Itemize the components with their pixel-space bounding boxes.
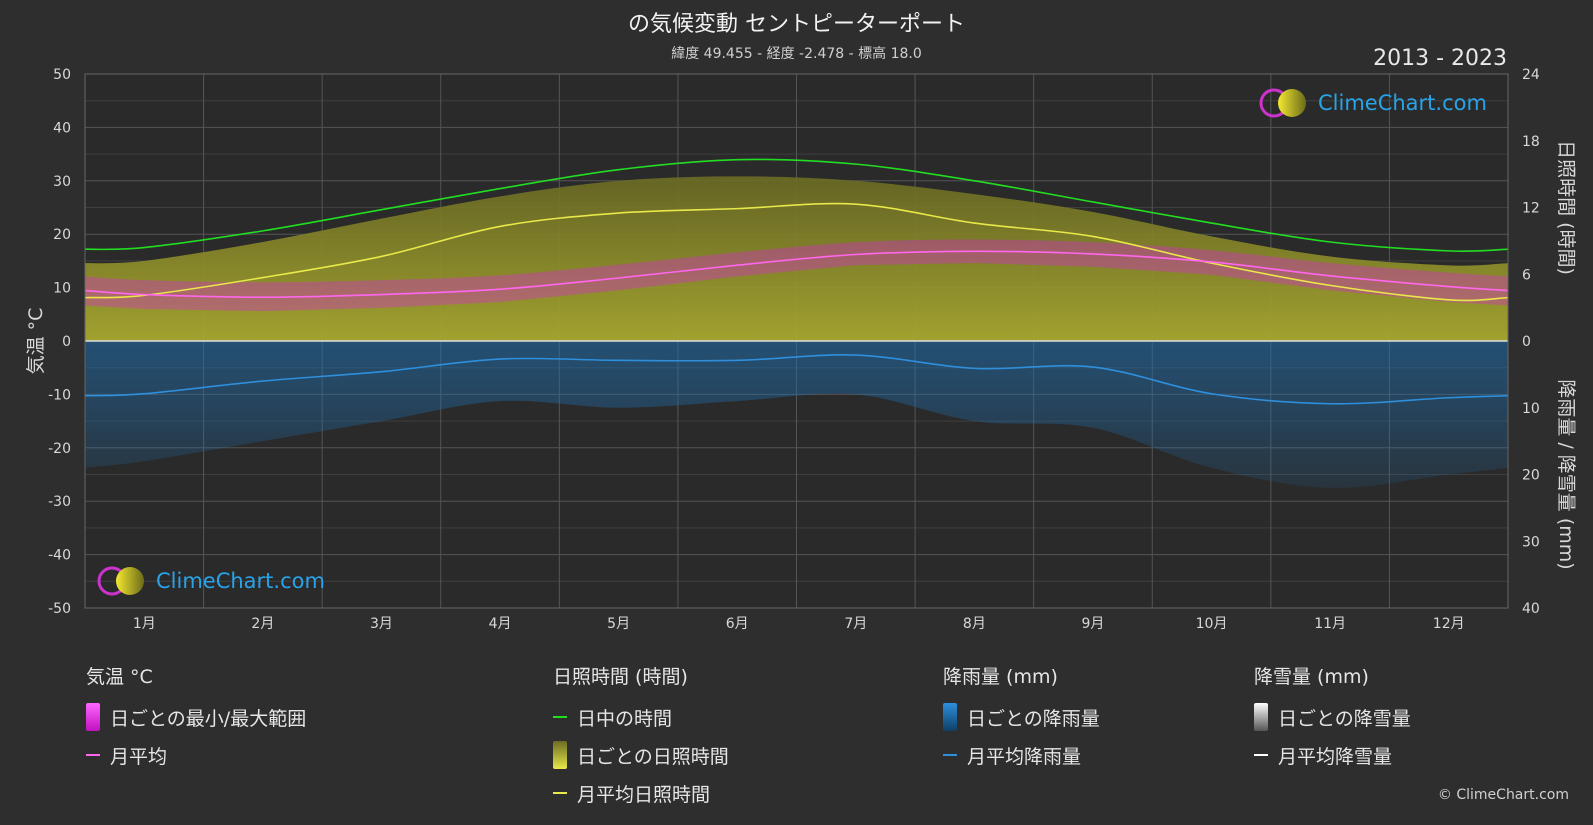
- axes: 50 40 30 20 10 0 -10 -20 -30 -40 -50 24 18 12 6 0 10 20 30…: [25, 67, 1577, 632]
- temp-range-swatch: [86, 703, 100, 731]
- legend-item: 月平均日照時間: [553, 774, 729, 812]
- data-lines: [84, 158, 1509, 405]
- y-tick-label-right-bottom: 10: [1522, 401, 1540, 417]
- y-tick-label-right-top: 0: [1522, 334, 1531, 350]
- y-tick-label-right-bottom: 40: [1522, 601, 1540, 617]
- rain-daily-swatch: [943, 703, 957, 731]
- x-tick-label: 2月: [251, 616, 274, 632]
- legend-rain: 降雨量 (mm) 日ごとの降雨量 月平均降雨量: [943, 662, 1100, 774]
- legend-item: 月平均降雪量: [1254, 736, 1411, 774]
- legend-label: 月平均日照時間: [577, 783, 711, 806]
- logo-text: ClimeChart.com: [156, 569, 325, 593]
- legend-label: 日中の時間: [577, 707, 673, 730]
- daylight-line: [84, 158, 1509, 252]
- y-tick-label-left: -50: [48, 601, 71, 617]
- logo-top: ClimeChart.com: [1258, 86, 1487, 120]
- sunshine-daily-swatch: [553, 741, 567, 769]
- copyright: © ClimeChart.com: [1437, 787, 1569, 803]
- chart-subtitle: 緯度 49.455 - 経度 -2.478 - 標高 18.0: [671, 46, 922, 62]
- y-tick-label-right-top: 6: [1522, 267, 1531, 283]
- legend-temperature: 気温 °C 日ごとの最小/最大範囲 月平均: [86, 662, 306, 774]
- legend-title: 気温 °C: [86, 666, 153, 688]
- legend-item: 日中の時間: [553, 698, 729, 736]
- x-tick-label: 5月: [607, 616, 630, 632]
- snow-daily-swatch: [1254, 703, 1268, 731]
- x-tick-label: 9月: [1081, 616, 1104, 632]
- legend-label: 月平均降雨量: [967, 745, 1082, 768]
- legend-item: 日ごとの降雨量: [943, 698, 1100, 736]
- legend-title: 降雨量 (mm): [943, 666, 1058, 688]
- y-tick-label-right-top: 24: [1522, 67, 1540, 83]
- y-tick-label-left: 0: [62, 334, 71, 350]
- y-tick-label-left: -30: [48, 494, 71, 510]
- legend-title: 日照時間 (時間): [553, 666, 688, 688]
- sunshine-mean-line: [84, 202, 1509, 302]
- legend-label: 日ごとの降雪量: [1278, 707, 1411, 730]
- legend-label: 日ごとの最小/最大範囲: [110, 707, 307, 730]
- y-tick-label-left: 40: [53, 120, 71, 136]
- y-axis-title-left: 気温 °C: [25, 308, 47, 375]
- legend-item: 日ごとの最小/最大範囲: [86, 698, 306, 736]
- y-tick-label-left: 10: [53, 281, 71, 297]
- x-tick-label: 1月: [133, 616, 156, 632]
- year-range: 2013 - 2023: [1373, 46, 1507, 71]
- y-tick-label-right-top: 18: [1522, 134, 1540, 150]
- x-tick-label: 6月: [726, 616, 749, 632]
- y-tick-label-right-bottom: 20: [1522, 468, 1540, 484]
- legend-sunshine: 日照時間 (時間) 日中の時間 日ごとの日照時間 月平均日照時間: [553, 662, 729, 812]
- daylight-swatch: [553, 716, 567, 718]
- logo-text: ClimeChart.com: [1318, 91, 1487, 115]
- y-tick-label-left: 50: [53, 67, 71, 83]
- plot-frame: [84, 73, 1509, 609]
- x-tick-label: 7月: [844, 616, 867, 632]
- rain-mean-swatch: [943, 754, 957, 756]
- legend-label: 月平均降雪量: [1278, 745, 1393, 768]
- sunshine-mean-swatch: [553, 792, 567, 794]
- y-axis-title-right-top: 日照時間 (時間): [1555, 140, 1577, 275]
- legend-label: 月平均: [110, 745, 168, 768]
- climechart-logo-icon: [97, 566, 144, 596]
- legend-item: 日ごとの日照時間: [553, 736, 729, 774]
- x-tick-label: 4月: [489, 616, 512, 632]
- y-tick-label-right-top: 12: [1522, 201, 1540, 217]
- x-tick-label: 12月: [1433, 616, 1465, 632]
- legend-snow: 降雪量 (mm) 日ごとの降雪量 月平均降雪量: [1254, 662, 1411, 774]
- y-tick-label-left: -20: [48, 441, 71, 457]
- y-tick-label-left: -40: [48, 548, 71, 564]
- temperature-mean-line: [84, 250, 1509, 299]
- legend-item: 月平均降雨量: [943, 736, 1100, 774]
- climechart-logo-icon: [1259, 88, 1306, 118]
- chart-title: の気候変動 セントピーターポート: [628, 12, 965, 37]
- rain-mean-line: [84, 354, 1509, 405]
- logo-bottom: ClimeChart.com: [96, 564, 325, 598]
- x-tick-label: 11月: [1314, 616, 1346, 632]
- temp-mean-swatch: [86, 754, 100, 756]
- x-tick-label: 8月: [963, 616, 986, 632]
- y-tick-label-right-bottom: 30: [1522, 534, 1540, 550]
- y-tick-label-left: -10: [48, 387, 71, 403]
- y-tick-label-left: 20: [53, 227, 71, 243]
- x-tick-label: 10月: [1196, 616, 1228, 632]
- rain-daily-area: [85, 341, 1508, 488]
- legend-label: 日ごとの降雨量: [967, 707, 1100, 730]
- y-tick-label-left: 30: [53, 174, 71, 190]
- legend-item: 日ごとの降雪量: [1254, 698, 1411, 736]
- legend-item: 月平均: [86, 736, 306, 774]
- snow-mean-swatch: [1254, 754, 1268, 756]
- x-tick-label: 3月: [370, 616, 393, 632]
- legend-title: 降雪量 (mm): [1254, 666, 1369, 688]
- legend-label: 日ごとの日照時間: [577, 745, 729, 768]
- y-axis-title-right-bottom: 降雨量 / 降雪量 (mm): [1555, 379, 1577, 569]
